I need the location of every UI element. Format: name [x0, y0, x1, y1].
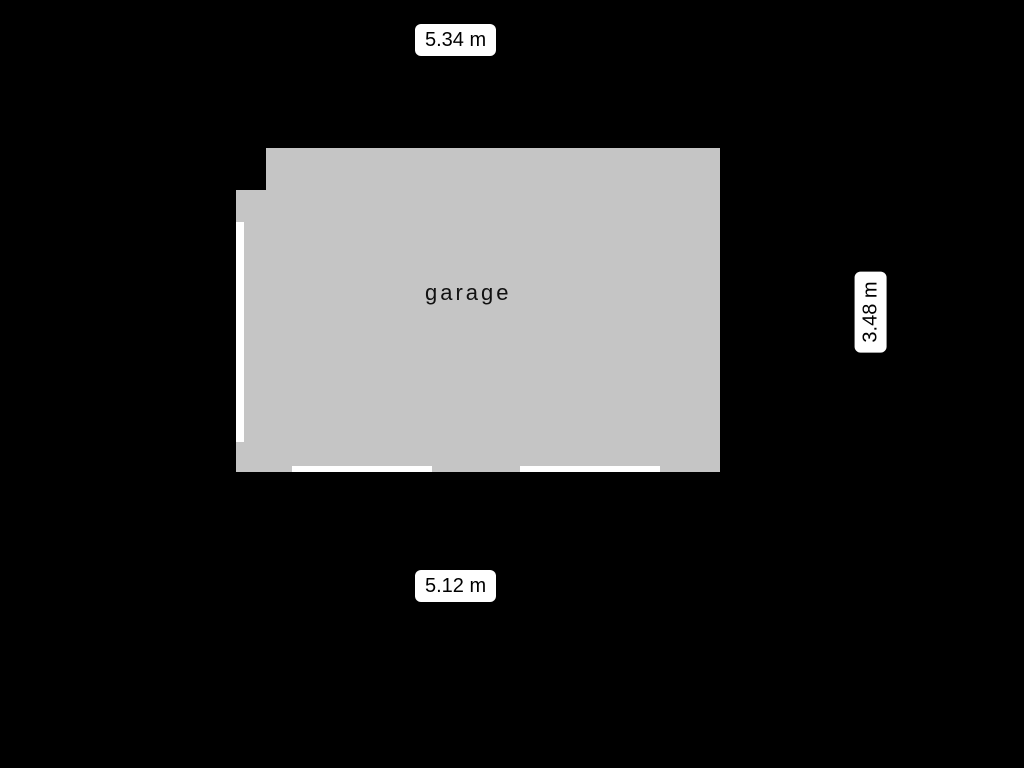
dim-tick: [400, 580, 404, 590]
door-left: [236, 222, 244, 442]
dimension-right: 3.48 m: [855, 271, 887, 352]
dimension-top: 5.34 m: [415, 24, 496, 56]
dimension-bottom: 5.12 m: [415, 570, 496, 602]
dim-tick: [400, 34, 404, 44]
dim-tick: [498, 580, 502, 590]
window-bottom-right: [520, 466, 660, 472]
window-bottom-left: [292, 466, 432, 472]
room-garage: [236, 148, 720, 472]
floorplan-canvas: garage 5.34 m 5.12 m 3.48 m: [0, 0, 1024, 768]
room-notch: [236, 148, 266, 190]
room-label-garage: garage: [425, 280, 512, 306]
dim-tick: [498, 34, 502, 44]
